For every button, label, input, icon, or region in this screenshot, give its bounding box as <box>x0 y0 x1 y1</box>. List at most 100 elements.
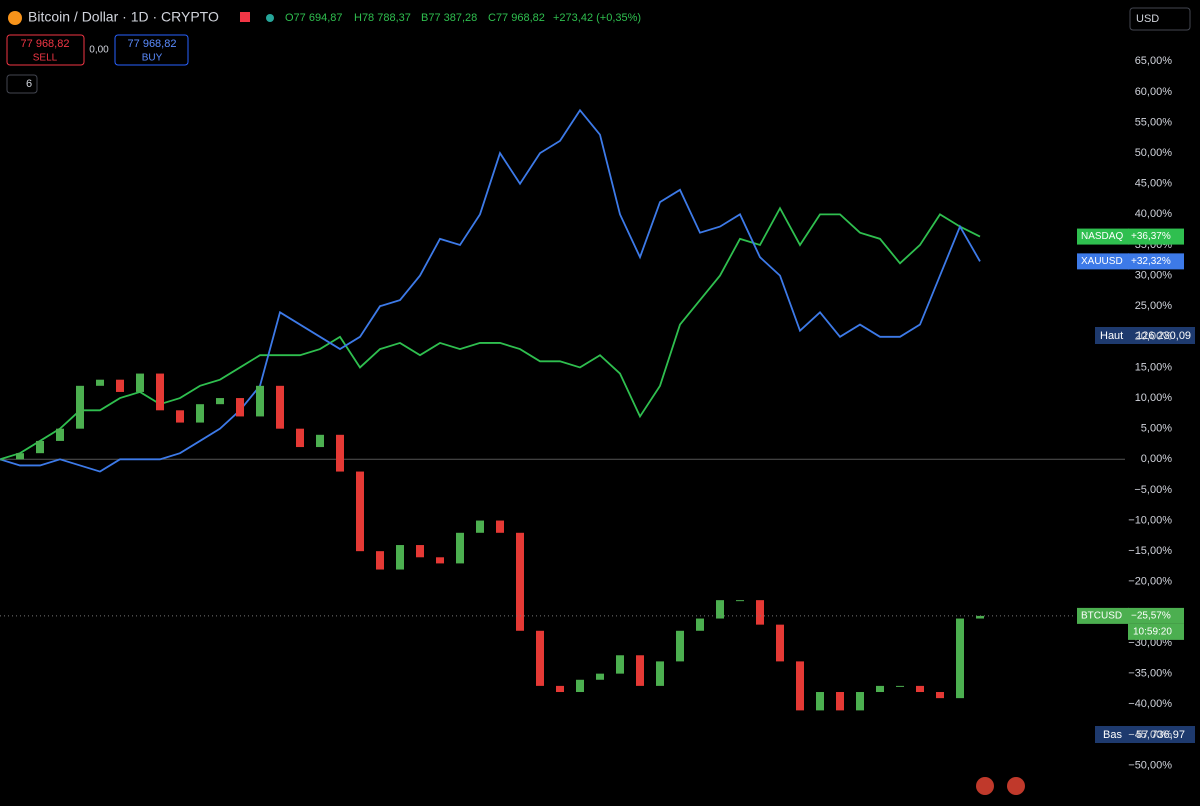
y-tick-label: −45,00% <box>1128 729 1172 741</box>
candle <box>516 532 524 631</box>
y-tick-label: −20,00% <box>1128 576 1172 588</box>
buy-button[interactable] <box>114 34 189 66</box>
candle <box>336 434 344 472</box>
currency-select[interactable] <box>1129 7 1191 31</box>
y-tick-label: 40,00% <box>1135 208 1173 220</box>
indicators-count: 6 <box>26 78 32 90</box>
status-dot <box>266 14 274 22</box>
legend-badge <box>1077 607 1129 624</box>
candle <box>616 655 624 674</box>
candle <box>876 685 884 693</box>
flag-icon <box>240 12 250 22</box>
series-line <box>0 206 981 461</box>
y-tick-label: 60,00% <box>1135 86 1173 98</box>
y-tick-label: 30,00% <box>1135 269 1173 281</box>
high-badge <box>1095 327 1195 344</box>
sell-price: 77 968,82 <box>21 38 70 50</box>
symbol[interactable]: Bitcoin / Dollar · 1D · CRYPTO <box>28 9 219 25</box>
last-value-badge <box>1128 228 1184 245</box>
buy-label: BUY <box>142 53 163 64</box>
countdown-badge <box>1128 623 1184 640</box>
candle <box>896 685 904 687</box>
candle <box>216 398 224 405</box>
y-tick-label: 0,00% <box>1141 453 1172 465</box>
candle <box>76 385 84 429</box>
candle <box>936 692 944 699</box>
candle <box>756 600 764 625</box>
legend-name: XAUUSD <box>1081 256 1123 267</box>
ohlc-high: H78 788,37 <box>354 12 411 24</box>
candle <box>256 385 264 417</box>
candle <box>856 692 864 711</box>
candle <box>636 655 644 686</box>
y-tick-label: 55,00% <box>1135 116 1173 128</box>
candle <box>696 618 704 631</box>
y-tick-label: −5,00% <box>1134 484 1172 496</box>
y-tick-label: −35,00% <box>1128 668 1172 680</box>
candle <box>556 685 564 693</box>
candle <box>676 630 684 662</box>
candle <box>396 545 404 570</box>
candle <box>36 440 44 454</box>
change: +273,42 (+0,35%) <box>553 12 641 24</box>
candle <box>796 661 804 711</box>
candle <box>0 459 4 461</box>
ohlc-open: O77 694,87 <box>285 12 343 24</box>
y-tick-label: 10,00% <box>1135 392 1173 404</box>
candle <box>816 692 824 711</box>
sell-label: SELL <box>33 53 58 64</box>
candle <box>236 398 244 417</box>
y-tick-label: −15,00% <box>1128 545 1172 557</box>
legend-name: NASDAQ <box>1081 231 1123 242</box>
candle <box>596 673 604 680</box>
candle <box>16 453 24 460</box>
candle <box>96 379 104 386</box>
y-tick-label: −50,00% <box>1128 759 1172 771</box>
low-badge <box>1095 726 1195 743</box>
last-value-badge <box>1128 253 1184 270</box>
candle <box>736 600 744 602</box>
candle <box>416 545 424 558</box>
candle <box>956 618 964 699</box>
y-tick-label: 50,00% <box>1135 147 1173 159</box>
y-tick-label: −10,00% <box>1128 514 1172 526</box>
candle <box>836 692 844 711</box>
legend-badge <box>1077 228 1129 245</box>
legend-badge <box>1077 253 1129 270</box>
candle <box>656 661 664 686</box>
event-icon[interactable] <box>976 777 994 795</box>
y-tick-label: 5,00% <box>1141 423 1172 435</box>
candle <box>176 410 184 423</box>
last-value: +36,37% <box>1131 231 1171 242</box>
last-value: −25,57% <box>1131 611 1171 622</box>
last-value-badge <box>1128 607 1184 624</box>
buy-price: 77 968,82 <box>128 38 177 50</box>
y-tick-label: −40,00% <box>1128 698 1172 710</box>
y-tick-label: 15,00% <box>1135 361 1173 373</box>
low-label: Bas <box>1103 729 1122 741</box>
symbol-icon <box>8 11 22 25</box>
event-icon[interactable] <box>1007 777 1025 795</box>
series-line <box>0 108 981 473</box>
countdown: 10:59:20 <box>1133 627 1172 638</box>
y-tick-label: 65,00% <box>1135 55 1173 67</box>
candle <box>976 615 984 619</box>
candle <box>156 373 164 411</box>
currency: USD <box>1136 13 1159 25</box>
candle <box>536 630 544 686</box>
candle <box>296 428 304 448</box>
candle <box>716 600 724 619</box>
ohlc-low: B77 387,28 <box>421 12 477 24</box>
y-tick-label: 20,00% <box>1135 331 1173 343</box>
y-tick-label: 45,00% <box>1135 178 1173 190</box>
candle <box>56 428 64 441</box>
candle <box>496 520 504 533</box>
candle <box>476 520 484 533</box>
indicators-toggle[interactable] <box>6 74 38 94</box>
legend-name: BTCUSD <box>1081 611 1122 622</box>
sell-button[interactable] <box>6 34 85 66</box>
y-tick-label: 25,00% <box>1135 300 1173 312</box>
header: Bitcoin / Dollar · 1D · CRYPTO O77 694,8… <box>6 7 1195 795</box>
